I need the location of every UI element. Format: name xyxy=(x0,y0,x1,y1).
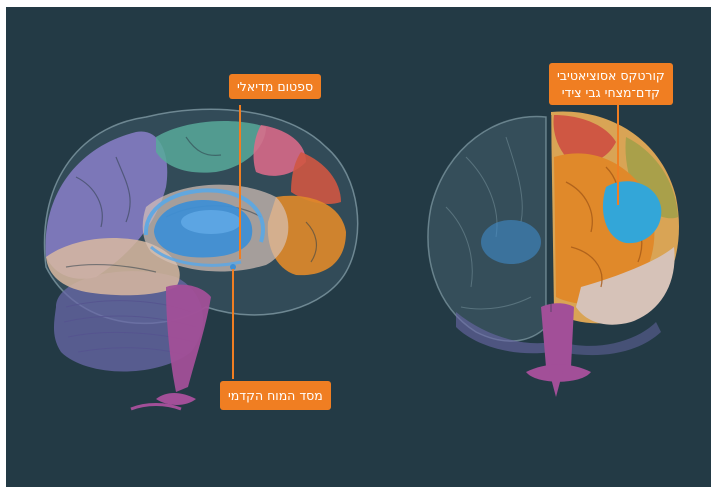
label-dlpfc: קורטקס אסוציאטיבי קדם־מצחי גבי צידי xyxy=(549,63,673,105)
premotor-cortex xyxy=(253,125,306,176)
brainstem xyxy=(166,284,211,392)
label-basal-forebrain: מסד המוח הקדמי xyxy=(220,381,331,410)
motor-cortex xyxy=(156,121,266,173)
label-basal-forebrain-text: מסד המוח הקדמי xyxy=(228,388,323,403)
left-brain-lateral-view xyxy=(43,105,359,411)
label-dlpfc-line2: קדם־מצחי גבי צידי xyxy=(561,85,661,100)
cerebellum xyxy=(53,271,204,372)
label-medial-septum: ספטום מדיאלי xyxy=(229,74,322,99)
parietal-occipital-lobe xyxy=(45,131,168,279)
label-dlpfc-line1: קורטקס אסוציאטיבי xyxy=(557,68,665,83)
prefrontal-cortex xyxy=(267,195,346,276)
diagram-canvas: ספטום מדיאלי מסד המוח הקדמי קורטקס אסוצי… xyxy=(6,7,711,487)
frontal-pole-red xyxy=(291,152,341,204)
temporal-lobe xyxy=(46,237,180,296)
brain-illustration xyxy=(43,105,679,411)
label-medial-septum-text: ספטום מדיאלי xyxy=(237,79,314,94)
right-brain-frontal-view xyxy=(427,105,679,397)
